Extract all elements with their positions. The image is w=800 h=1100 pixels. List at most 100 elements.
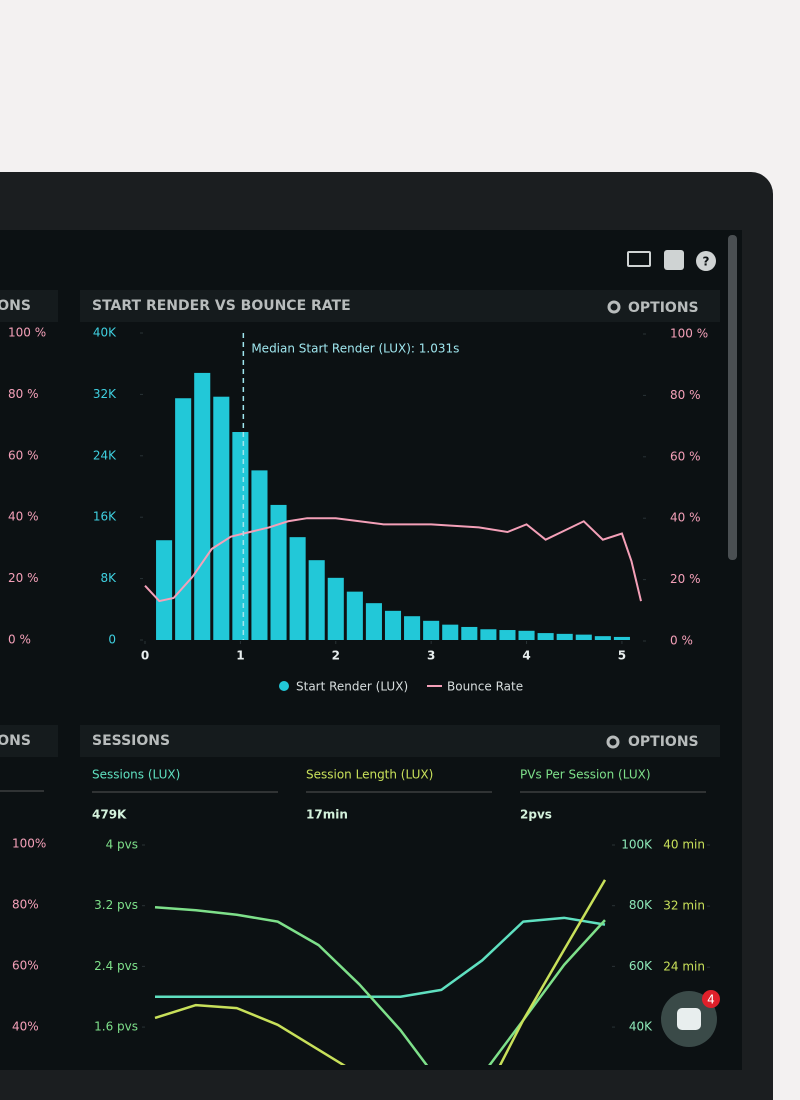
y-tick-label: 8K [100, 571, 117, 585]
legend-label: Bounce Rate [447, 680, 523, 694]
y2-tick-label: 40K [629, 1020, 653, 1034]
histogram-bar [270, 504, 287, 640]
y-tick-label: 60 % [8, 448, 39, 462]
y-tick-label: 1.6 pvs [94, 1020, 138, 1034]
chat-badge-count: 4 [707, 993, 715, 1007]
plot-area [154, 879, 607, 1065]
y-tick-label: 4 pvs [106, 838, 138, 852]
histogram-bar [480, 629, 497, 640]
y2-tick-label: 0 % [670, 634, 693, 648]
y3-tick-label: 32 min [663, 899, 705, 913]
chart-title: START RENDER VS BOUNCE RATE [92, 298, 351, 314]
histogram-bar [308, 560, 325, 640]
y2-tick-label: 80K [629, 898, 653, 912]
y-tick-label: 40K [93, 326, 117, 340]
help-glyph: ? [703, 255, 710, 269]
histogram-bar [594, 636, 611, 640]
y2-tick-label: 60K [629, 959, 653, 973]
toolbar-icons: ? [627, 250, 716, 271]
y2-tick-label: 60 % [670, 449, 701, 463]
histogram-bar [442, 624, 459, 640]
y3-tick-label: 24 min [663, 960, 705, 974]
x-tick-label: 3 [427, 649, 435, 663]
y-tick-label: 0 % [8, 633, 31, 647]
y-tick-label: 80% [12, 898, 39, 912]
x-tick-label: 2 [332, 649, 340, 663]
histogram-bar [327, 577, 344, 640]
y-tick-label: 60% [12, 959, 39, 973]
left-panel-header [0, 290, 58, 322]
series-line [154, 905, 606, 1065]
histogram-bar [518, 630, 535, 640]
histogram-bar [194, 372, 211, 640]
stat-value: 479K [92, 808, 127, 822]
bounce-rate-line [144, 517, 642, 603]
histogram-bar [213, 396, 230, 640]
options-button[interactable]: OPTIONS [628, 300, 699, 316]
stat-value: 2pvs [520, 808, 552, 822]
gear-icon[interactable] [606, 735, 620, 749]
y-tick-label: 2.4 pvs [94, 959, 138, 973]
y-tick-label: 40% [12, 1020, 39, 1034]
y-tick-label: 40 % [8, 510, 39, 524]
histogram-bar [232, 432, 249, 640]
histogram-bar [575, 634, 592, 640]
histogram-bar [461, 626, 478, 640]
x-tick-label: 0 [141, 649, 149, 663]
y-tick-label: 100 % [8, 326, 46, 340]
histogram-bar [346, 591, 363, 640]
histogram-bar [289, 537, 306, 640]
median-annotation: Median Start Render (LUX): 1.031s [251, 342, 459, 356]
share-icon[interactable] [664, 250, 684, 270]
panel-header [80, 290, 720, 322]
chat-icon [677, 1008, 701, 1030]
gear-icon[interactable] [607, 300, 621, 314]
chart-title: SESSIONS [92, 733, 170, 749]
histogram-bar [251, 470, 268, 640]
monitor-icon[interactable] [627, 251, 651, 267]
series-line [155, 916, 606, 998]
y-tick-label: 24K [93, 448, 117, 462]
histogram-bar [175, 398, 192, 640]
y2-tick-label: 100K [621, 838, 653, 852]
screen [0, 230, 742, 1070]
histogram-bar [365, 603, 382, 640]
stat-label: Session Length (LUX) [306, 768, 433, 782]
x-tick-label: 5 [618, 649, 626, 663]
options-button[interactable]: OPTIONS [628, 734, 699, 750]
panel-header [80, 725, 720, 757]
y-tick-label: 80 % [8, 387, 39, 401]
y2-tick-label: 100 % [670, 327, 708, 341]
y-tick-label: 20 % [8, 571, 39, 585]
chat-badge [702, 990, 720, 1008]
histogram-bar [613, 636, 630, 640]
histogram-bar [499, 630, 516, 640]
stat-label: Sessions (LUX) [92, 768, 180, 782]
help-icon[interactable] [696, 251, 716, 271]
y-tick-label: 3.2 pvs [94, 898, 138, 912]
x-tick-label: 4 [522, 649, 530, 663]
y3-tick-label: 40 min [663, 838, 705, 852]
left-panel-title: IONS [0, 298, 31, 314]
histogram-bar [384, 610, 402, 640]
y-tick-label: 32K [93, 387, 117, 401]
series-line [154, 879, 607, 1065]
histogram-bar [537, 633, 554, 640]
histogram-bar [404, 616, 421, 640]
y-tick-label: 100% [12, 837, 46, 851]
y2-tick-label: 80 % [670, 388, 701, 402]
left-panel-title: IONS [0, 733, 31, 749]
y2-tick-label: 40 % [670, 511, 701, 525]
legend-swatch [279, 681, 289, 691]
left-panel-header [0, 725, 58, 757]
scrollbar [728, 235, 737, 560]
y-tick-label: 0 [108, 633, 116, 647]
stat-value: 17min [306, 808, 348, 822]
x-tick-label: 1 [236, 649, 244, 663]
y2-tick-label: 20 % [670, 572, 701, 586]
histogram-bar [156, 540, 173, 640]
histogram-bar [423, 620, 440, 640]
histogram-bar [556, 633, 573, 640]
y-tick-label: 16K [93, 510, 117, 524]
